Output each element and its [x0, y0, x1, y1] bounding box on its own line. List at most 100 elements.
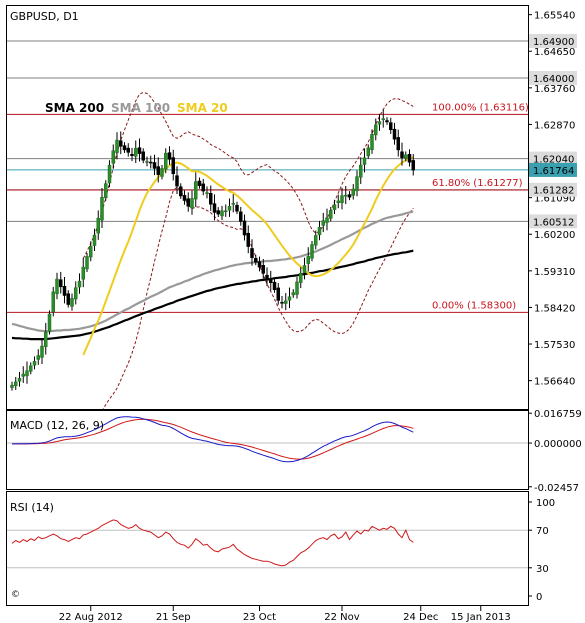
candle-body	[239, 211, 243, 222]
candle-body	[10, 384, 14, 388]
candle-body	[224, 210, 228, 213]
legend: SMA 200 SMA 100 SMA 20	[45, 101, 228, 115]
candle-body	[261, 265, 265, 274]
candle-body	[134, 148, 138, 157]
candle-body	[332, 204, 337, 211]
candle-body	[284, 300, 288, 304]
level-label-box	[529, 151, 577, 166]
candle-body	[344, 194, 348, 197]
level-label: 1.60512	[533, 217, 574, 228]
candle-body	[370, 134, 374, 150]
candle-body	[51, 291, 55, 313]
candle-body	[47, 313, 52, 332]
sma20-line	[82, 156, 414, 356]
candle-body	[145, 161, 149, 163]
candle-body	[89, 245, 93, 258]
candle-body	[257, 261, 262, 268]
candle-body	[265, 274, 269, 280]
candle-body	[280, 302, 284, 304]
candle-body	[396, 137, 400, 151]
x-tick-label: 22 Aug 2012	[59, 612, 123, 623]
candle-body	[175, 175, 179, 187]
candle-body	[194, 181, 198, 200]
candle-body	[96, 217, 100, 234]
candle-body	[21, 373, 25, 377]
candle-body	[167, 152, 172, 160]
candle-body	[164, 152, 168, 170]
candle-body	[411, 160, 415, 171]
candle-body	[126, 147, 130, 153]
candle-body	[212, 203, 217, 213]
level-label: 1.61764	[533, 166, 574, 177]
candle-body	[171, 157, 175, 175]
candle-body	[287, 296, 292, 301]
candle-body	[227, 206, 232, 211]
candle-body	[404, 154, 408, 159]
candle-body	[269, 279, 273, 284]
candle-body	[276, 287, 280, 301]
price-tick-label: 1.59310	[534, 267, 575, 278]
level-label-box	[529, 70, 577, 85]
fib-label: 61.80% (1.61277)	[432, 178, 523, 189]
candle-body	[347, 194, 352, 198]
candle-body	[122, 145, 127, 151]
candle-body	[85, 256, 89, 270]
candle-body	[351, 188, 355, 196]
band-lower	[102, 186, 414, 409]
candle-body	[321, 220, 325, 226]
candle-body	[55, 278, 59, 294]
legend-sma100: SMA 100	[111, 101, 170, 115]
candle-body	[381, 118, 385, 120]
price-tick-label: 1.63760	[534, 84, 575, 95]
chart-title: GBPUSD, D1	[10, 10, 79, 23]
candle-body	[115, 139, 119, 153]
price-tick-label: 1.58420	[534, 303, 575, 314]
candle-body	[62, 285, 67, 296]
candle-body	[302, 265, 307, 273]
candle-body	[340, 195, 344, 204]
candle-body	[152, 162, 157, 169]
rsi-title: RSI (14)	[10, 501, 54, 514]
candle-body	[14, 381, 18, 387]
price-tick-label: 1.62870	[534, 120, 575, 131]
candle-body	[149, 161, 153, 164]
candle-body	[314, 235, 318, 246]
candle-body	[329, 210, 333, 219]
candle-body	[201, 183, 205, 192]
candle-body	[392, 128, 397, 140]
price-tick-label: 1.64650	[534, 47, 575, 58]
candle-body	[137, 147, 142, 154]
candle-body	[182, 195, 187, 201]
candle-body	[250, 248, 254, 258]
candle-body	[190, 198, 194, 209]
fib-label: 100.00% (1.63116)	[432, 102, 529, 113]
copyright-icon: ©	[11, 590, 20, 600]
candle-body	[310, 244, 314, 259]
candle-body	[359, 164, 363, 178]
x-tick-label: 24 Dec	[403, 612, 438, 623]
candle-body	[299, 273, 303, 283]
sma200-line	[11, 249, 414, 341]
candle-body	[325, 217, 329, 223]
candle-body	[317, 226, 322, 236]
candle-body	[246, 232, 250, 247]
candle-body	[92, 234, 97, 246]
candle-body	[336, 200, 340, 204]
level-label: 1.62040	[533, 155, 574, 166]
candle-body	[231, 203, 235, 205]
candle-body	[291, 292, 295, 296]
x-tick-label: 15 Jan 2013	[451, 612, 511, 623]
candle-body	[179, 186, 183, 197]
rsi-panel	[6, 491, 529, 606]
price-tick-label: 1.57530	[534, 340, 575, 351]
candle-body	[111, 150, 115, 164]
candle-body	[362, 157, 367, 165]
candle-body	[389, 122, 393, 131]
candle-body	[400, 151, 404, 158]
x-tick-label: 23 Oct	[243, 612, 276, 623]
candle-body	[160, 168, 164, 177]
candle-body	[355, 176, 359, 192]
candle-body	[254, 258, 258, 263]
macd-main-line	[12, 416, 414, 463]
